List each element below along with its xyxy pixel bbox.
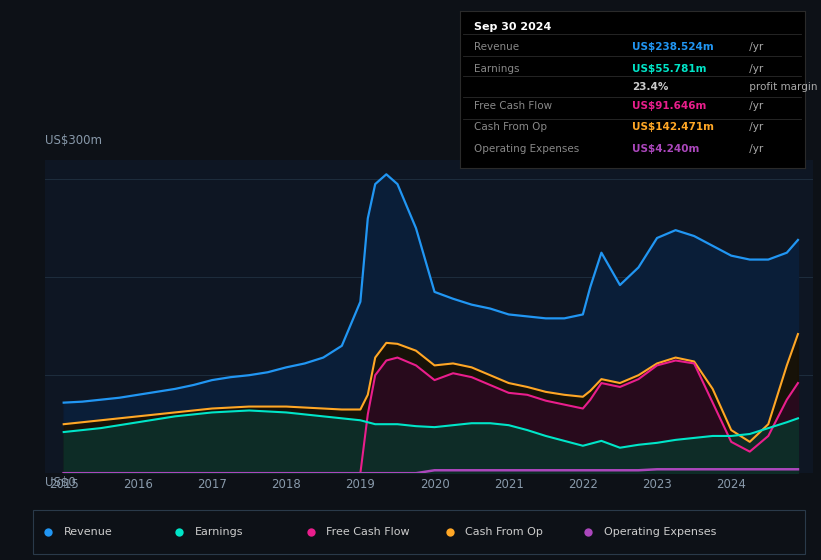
Text: Earnings: Earnings [195, 527, 243, 537]
Text: Revenue: Revenue [474, 42, 519, 52]
Text: US$300m: US$300m [45, 134, 102, 147]
Text: Cash From Op: Cash From Op [474, 122, 547, 132]
Text: Earnings: Earnings [474, 64, 519, 74]
Text: Free Cash Flow: Free Cash Flow [474, 101, 552, 111]
Text: /yr: /yr [746, 122, 764, 132]
Text: 23.4%: 23.4% [632, 82, 668, 92]
Text: US$55.781m: US$55.781m [632, 64, 707, 74]
Text: Cash From Op: Cash From Op [465, 527, 543, 537]
Text: US$4.240m: US$4.240m [632, 144, 699, 154]
Text: Operating Expenses: Operating Expenses [604, 527, 716, 537]
Text: Free Cash Flow: Free Cash Flow [326, 527, 410, 537]
Text: Operating Expenses: Operating Expenses [474, 144, 579, 154]
Text: /yr: /yr [746, 101, 764, 111]
Text: US$91.646m: US$91.646m [632, 101, 707, 111]
Text: /yr: /yr [746, 144, 764, 154]
Text: US$142.471m: US$142.471m [632, 122, 714, 132]
Text: US$0: US$0 [45, 477, 76, 489]
Text: profit margin: profit margin [746, 82, 818, 92]
Text: US$238.524m: US$238.524m [632, 42, 714, 52]
Text: Sep 30 2024: Sep 30 2024 [474, 22, 551, 32]
Text: /yr: /yr [746, 42, 764, 52]
Text: Revenue: Revenue [64, 527, 112, 537]
Text: /yr: /yr [746, 64, 764, 74]
